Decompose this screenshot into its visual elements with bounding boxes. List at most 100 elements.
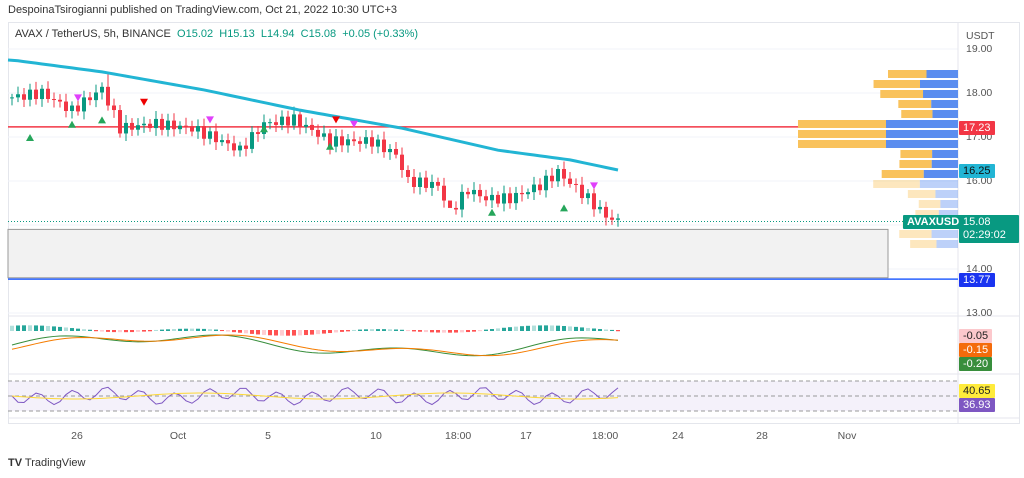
macd-histogram-bar xyxy=(556,325,560,331)
candle-body xyxy=(574,183,578,185)
volume-profile-down xyxy=(898,100,932,108)
candle-body xyxy=(418,177,422,187)
time-tick: Oct xyxy=(169,430,187,442)
macd-histogram-bar xyxy=(370,329,374,331)
macd-histogram-bar xyxy=(274,330,278,336)
macd-histogram-bar xyxy=(304,330,308,336)
volume-profile-down xyxy=(901,110,933,118)
macd-histogram-bar xyxy=(262,330,266,335)
candle-body xyxy=(250,132,254,149)
volume-profile-down xyxy=(798,130,886,138)
macd-histogram-bar xyxy=(550,325,554,331)
macd-histogram-bar xyxy=(610,329,614,331)
candle-body xyxy=(430,181,434,188)
macd-histogram-bar xyxy=(220,330,224,332)
macd-histogram-bar xyxy=(502,327,506,331)
macd-line xyxy=(11,334,619,357)
candle-body xyxy=(424,177,428,188)
candle-body xyxy=(400,154,404,170)
price-tick: 18.00 xyxy=(966,87,993,99)
candle-body xyxy=(34,89,38,100)
macd-histogram-bar xyxy=(106,330,110,332)
macd-histogram-bar xyxy=(130,330,134,333)
macd-histogram-bar xyxy=(64,327,68,331)
time-tick: 24 xyxy=(672,430,684,442)
macd-histogram-bar xyxy=(538,325,542,331)
candle-body xyxy=(484,196,488,201)
candle-body xyxy=(40,88,44,100)
candle-body xyxy=(178,125,182,130)
candle-body xyxy=(538,184,542,191)
macd-histogram-bar xyxy=(256,330,260,335)
candle-body xyxy=(316,129,320,137)
time-tick: 5 xyxy=(265,430,271,442)
volume-profile-down xyxy=(873,80,920,88)
candle-body xyxy=(334,136,338,147)
macd-histogram-bar xyxy=(142,330,146,332)
axis-unit: USDT xyxy=(966,30,995,42)
macd-histogram-bar xyxy=(430,330,434,333)
macd-histogram-bar xyxy=(52,326,56,331)
symbol-name: AVAX / TetherUS, 5h, BINANCE xyxy=(15,28,171,40)
macd-histogram-bar xyxy=(244,330,248,334)
macd-histogram-bar xyxy=(322,330,326,334)
macd-histogram-bar xyxy=(172,329,176,331)
chart-frame[interactable] xyxy=(8,22,1020,424)
buy-signal-icon xyxy=(98,116,106,124)
candle-body xyxy=(190,126,194,132)
volume-profile-up xyxy=(931,160,958,168)
volume-profile-up xyxy=(886,130,958,138)
macd-histogram-bar xyxy=(496,328,500,331)
macd-histogram-bar xyxy=(436,330,440,333)
macd-histogram-bar xyxy=(208,329,212,331)
candle-body xyxy=(100,86,104,93)
candle-body xyxy=(46,88,50,100)
macd-histogram-bar xyxy=(568,326,572,331)
candle-body xyxy=(148,123,152,129)
time-tick: 10 xyxy=(370,430,382,442)
macd-histogram-bar xyxy=(46,325,50,331)
bar-countdown: 02:29:02 xyxy=(963,229,1006,241)
candle-body xyxy=(310,124,314,130)
candle-body xyxy=(352,139,356,142)
candle-body xyxy=(196,126,200,132)
volume-profile-up xyxy=(886,120,958,128)
macd-histogram-bar xyxy=(310,330,314,335)
macd-histogram-bar xyxy=(286,330,290,336)
macd-histogram-bar xyxy=(94,330,98,332)
volume-profile-up xyxy=(932,110,958,118)
macd-histogram-bar xyxy=(580,327,584,331)
candle-body xyxy=(280,116,284,125)
candle-body xyxy=(496,194,500,204)
candle-body xyxy=(454,207,458,210)
volume-profile-up xyxy=(940,200,958,208)
support-label: 13.77 xyxy=(959,273,995,287)
macd-histogram-bar xyxy=(196,328,200,331)
macd-histogram-bar xyxy=(238,330,242,333)
candle-body xyxy=(232,143,236,151)
macd-hist-label: -0.05 xyxy=(959,329,993,343)
volume-profile-down xyxy=(798,120,886,128)
macd-histogram-bar xyxy=(406,330,410,332)
sell-signal-icon xyxy=(332,116,340,124)
candle-body xyxy=(94,92,98,101)
time-tick: Nov xyxy=(837,430,857,442)
candle-body xyxy=(70,105,74,111)
rsi-ma-label: 40.65 xyxy=(959,384,995,398)
candle-body xyxy=(568,178,572,184)
candle-body xyxy=(472,189,476,195)
macd-histogram-bar xyxy=(418,330,422,332)
macd-histogram-bar xyxy=(280,330,284,336)
tradingview-logo[interactable]: TV TradingView xyxy=(8,457,85,469)
candle-body xyxy=(166,120,170,130)
macd-histogram-bar xyxy=(16,325,20,331)
sell-signal-icon xyxy=(590,182,598,190)
candle-body xyxy=(322,133,326,137)
candle-body xyxy=(286,116,290,126)
macd-histogram-bar xyxy=(442,330,446,333)
candle-body xyxy=(448,200,452,208)
candle-body xyxy=(208,131,212,139)
candle-body xyxy=(160,118,164,130)
macd-histogram-bar xyxy=(190,328,194,331)
